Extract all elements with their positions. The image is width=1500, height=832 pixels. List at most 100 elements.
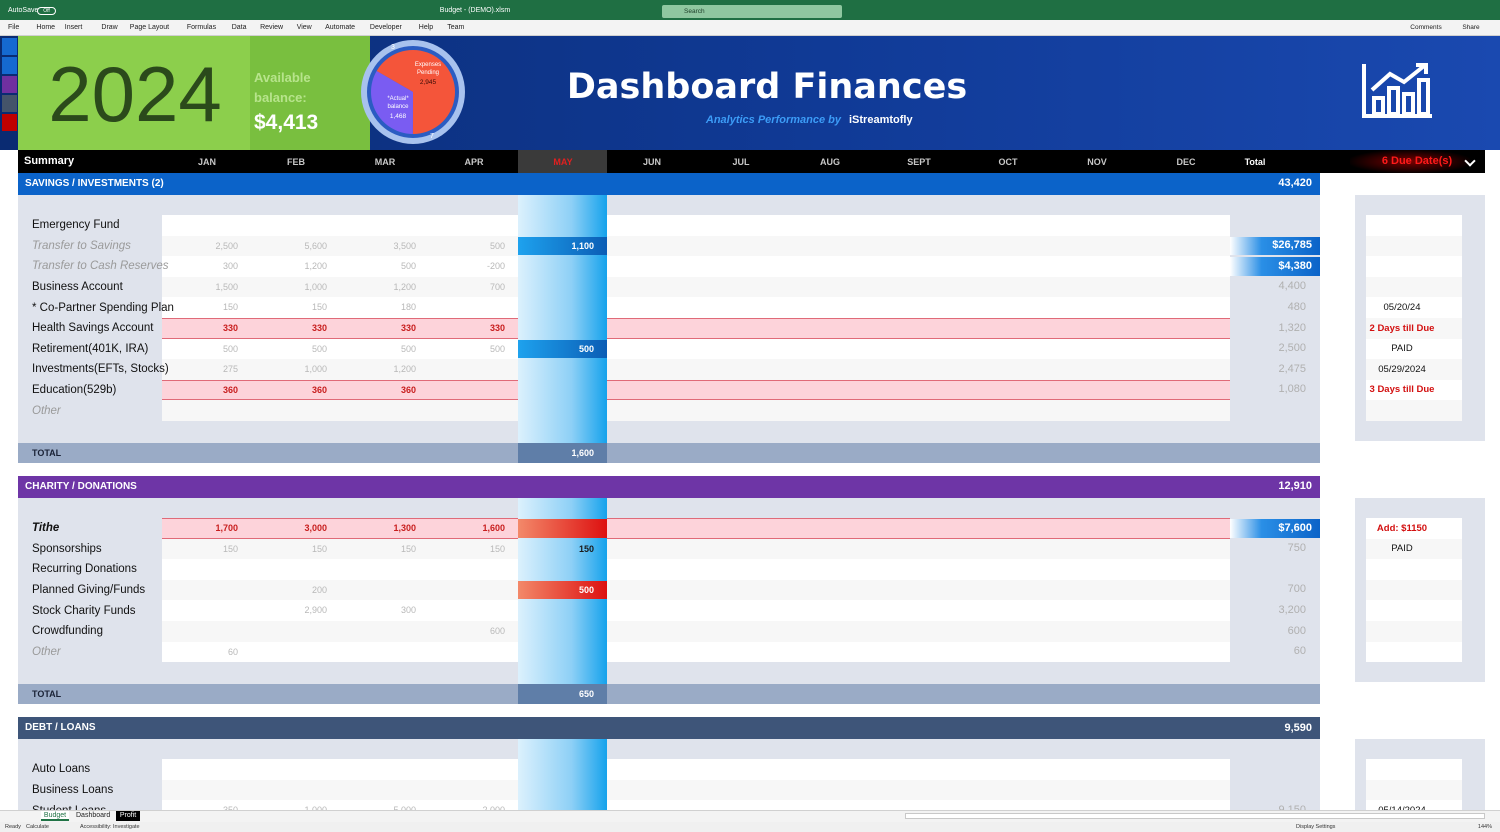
sheet-tab[interactable]: Profit: [119, 812, 137, 820]
menu-item[interactable]: Data: [231, 24, 247, 32]
status-zoom: 144%: [1477, 823, 1492, 830]
menu-item[interactable]: File: [8, 24, 20, 32]
current-month-cell: [518, 150, 607, 173]
row-cells: [607, 256, 1230, 277]
menu-item[interactable]: Home: [36, 24, 56, 32]
menu-item[interactable]: Draw: [101, 24, 118, 32]
total-row: [18, 443, 1320, 463]
cell-value: 1,300: [393, 523, 416, 533]
month-header: NOV: [1087, 156, 1107, 167]
row-label: Other: [32, 404, 61, 417]
summary-label: Summary: [24, 155, 75, 168]
section-title: SAVINGS / INVESTMENTS (2): [25, 178, 164, 189]
side-tab: [2, 114, 17, 131]
menu-item[interactable]: View: [296, 24, 312, 32]
row-cells: [162, 759, 518, 780]
row-cells: [607, 215, 1230, 236]
cell-value: 500: [311, 343, 327, 354]
sheet-tab[interactable]: Dashboard: [76, 812, 111, 820]
row-label: Education(529b): [32, 384, 117, 397]
row-cells: [607, 235, 1230, 257]
year-box: [18, 36, 250, 150]
menu-item[interactable]: Formulas: [186, 24, 217, 32]
donut-label: balance: [387, 104, 409, 110]
row-cells: [607, 759, 1230, 780]
row-total: 4,400: [1278, 280, 1306, 293]
cell-value: 500: [578, 584, 594, 595]
total-highlight: [1230, 519, 1320, 538]
cell-value: 60: [227, 646, 238, 657]
row-label: Recurring Donations: [32, 563, 137, 576]
row-label: Transfer to Savings: [32, 239, 131, 252]
cell-value: 1,000: [304, 364, 327, 375]
sheet-tab[interactable]: Budget: [43, 812, 67, 820]
due-glow: [1350, 150, 1470, 173]
cell-value: 200: [311, 584, 327, 595]
row-total: 600: [1287, 624, 1306, 637]
status-bar: [0, 822, 1500, 832]
cell-value: 500: [489, 343, 505, 354]
side-tab: [2, 95, 17, 112]
note-cell: [1366, 600, 1462, 621]
total-highlight: [1230, 257, 1320, 276]
note-cell: [1366, 379, 1462, 401]
cell-value: 330: [311, 323, 327, 333]
menu-item[interactable]: Team: [447, 24, 465, 32]
ring-label: 3: [391, 44, 395, 51]
donut-label: *Actual*: [387, 96, 409, 102]
cell-value: 330: [400, 323, 416, 333]
row-label: Planned Giving/Funds: [32, 584, 146, 597]
cell-value: 600: [489, 626, 505, 636]
cell-value: 150: [400, 543, 416, 554]
menu-item[interactable]: Developer: [369, 24, 402, 32]
cell-value: 500: [578, 343, 594, 354]
row-total: 2,475: [1278, 362, 1306, 375]
section-total: 12,910: [1278, 480, 1312, 493]
side-tab: [2, 57, 17, 74]
row-cells: [162, 256, 518, 277]
search-text[interactable]: Search: [684, 7, 705, 15]
ring-label: 7: [430, 133, 434, 140]
cell-value: 360: [400, 384, 416, 395]
ribbon-bar: [0, 20, 1500, 36]
cell-value: 360: [311, 384, 327, 395]
month-header: AUG: [820, 156, 840, 167]
cell-value: 300: [400, 605, 416, 616]
menu-item[interactable]: Automate: [325, 24, 356, 32]
menu-item[interactable]: Page Layout: [129, 24, 170, 32]
note-cell: [1366, 297, 1462, 318]
row-total: 1,080: [1278, 383, 1306, 396]
balance-box: [250, 36, 370, 150]
row-cells: [607, 779, 1230, 801]
cell-value: 3,500: [393, 240, 416, 251]
section-total: 43,420: [1278, 177, 1312, 190]
donut-value: 1,468: [390, 113, 407, 120]
search-box: [662, 5, 842, 18]
note-cell: [1366, 621, 1462, 642]
row-note: PAID: [1391, 543, 1413, 555]
cell-value: 1,600: [482, 523, 505, 533]
status-calculate: Calculate: [26, 823, 49, 830]
menu-item[interactable]: Help: [418, 24, 434, 32]
row-label: Transfer to Cash Reserves: [32, 260, 169, 273]
cell-value: 150: [311, 543, 327, 554]
month-bar: [18, 150, 1485, 173]
autosave-label: AutoSave: [8, 7, 39, 15]
cell-value: 500: [400, 261, 416, 272]
menu-item[interactable]: Review: [260, 24, 284, 32]
row-cells: [607, 318, 1230, 339]
row-cells: [162, 579, 518, 601]
row-cells: [607, 518, 1230, 539]
month-header: JUL: [732, 156, 750, 167]
comments-button[interactable]: Comments: [1410, 24, 1442, 32]
cell-value: 180: [400, 302, 416, 313]
share-button[interactable]: Share: [1462, 24, 1480, 32]
cell-value: 150: [489, 543, 505, 554]
menu-item[interactable]: Insert: [64, 24, 83, 32]
sheet-tab-active: [41, 811, 69, 821]
cell-value: 500: [400, 343, 416, 354]
due-dates[interactable]: 6 Due Date(s): [1381, 155, 1453, 168]
row-cells: [162, 779, 518, 801]
row-cells: [162, 379, 518, 401]
cell-value: 1,100: [571, 240, 594, 251]
